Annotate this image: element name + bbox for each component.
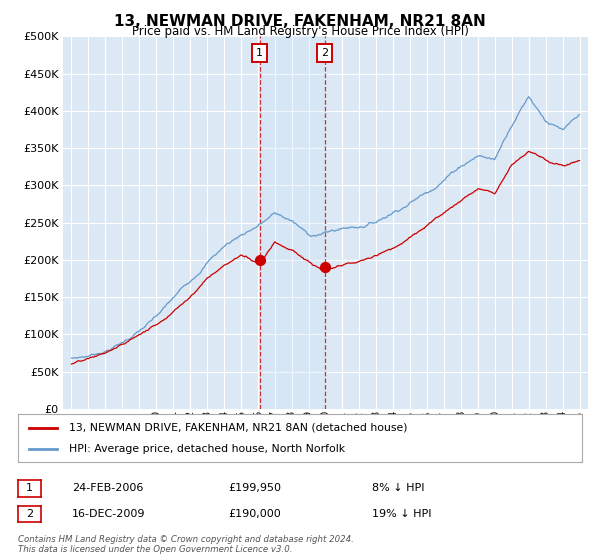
Text: Price paid vs. HM Land Registry's House Price Index (HPI): Price paid vs. HM Land Registry's House … [131,25,469,38]
Text: 1: 1 [26,483,33,493]
Text: 19% ↓ HPI: 19% ↓ HPI [372,509,431,519]
Text: 13, NEWMAN DRIVE, FAKENHAM, NR21 8AN: 13, NEWMAN DRIVE, FAKENHAM, NR21 8AN [114,14,486,29]
Bar [260,36,325,409]
Text: 1: 1 [256,48,263,58]
Text: 16-DEC-2009: 16-DEC-2009 [72,509,146,519]
Point [320,263,329,272]
Text: 8% ↓ HPI: 8% ↓ HPI [372,483,425,493]
Text: 24-FEB-2006: 24-FEB-2006 [72,483,143,493]
Text: 2: 2 [26,509,33,519]
Text: 2: 2 [321,48,328,58]
Text: 13, NEWMAN DRIVE, FAKENHAM, NR21 8AN (detached house): 13, NEWMAN DRIVE, FAKENHAM, NR21 8AN (de… [69,423,407,433]
Text: HPI: Average price, detached house, North Norfolk: HPI: Average price, detached house, Nort… [69,444,345,454]
Text: Contains HM Land Registry data © Crown copyright and database right 2024.
This d: Contains HM Land Registry data © Crown c… [18,535,354,554]
Text: £190,000: £190,000 [228,509,281,519]
Text: £199,950: £199,950 [228,483,281,493]
Point [255,255,265,264]
